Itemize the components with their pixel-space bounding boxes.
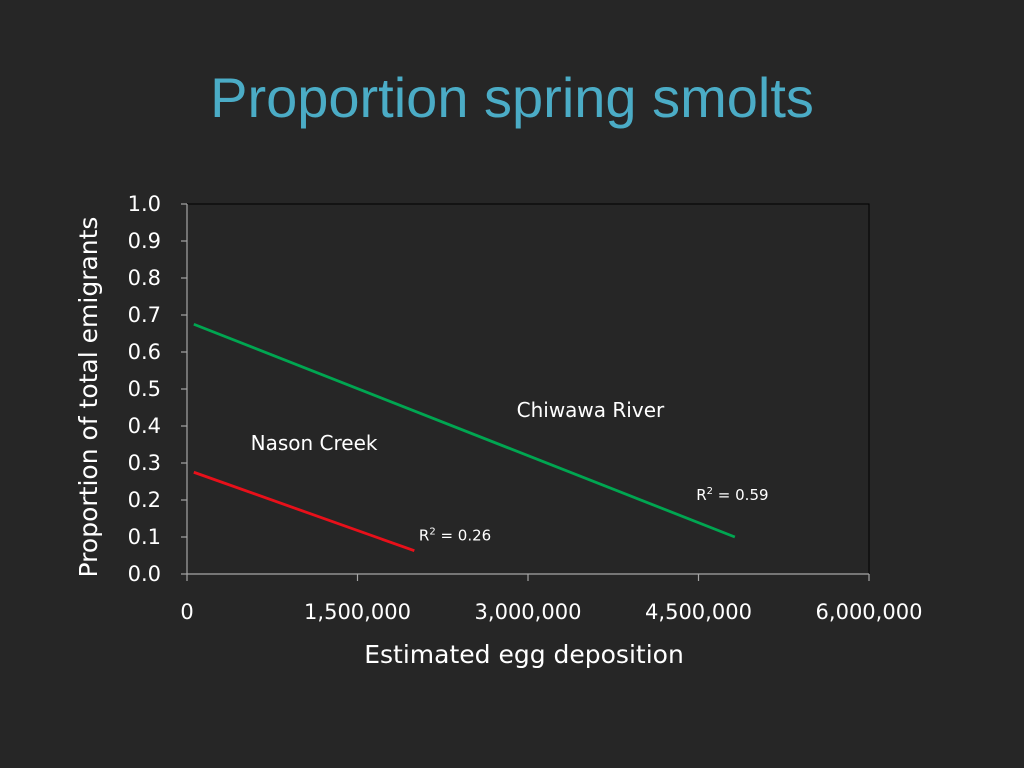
series-line-nason-creek: [193, 470, 415, 553]
x-axis-title: Estimated egg deposition: [364, 640, 684, 669]
r-squared-label: R2 = 0.26: [419, 527, 491, 545]
r-squared-prefix: R: [419, 527, 429, 545]
series-line-chiwawa-river: [193, 322, 736, 539]
r-squared-value: = 0.59: [713, 486, 769, 504]
x-tick-label: 0: [180, 600, 193, 624]
y-tick-label: 0.1: [128, 525, 161, 549]
series-lines: [193, 322, 736, 553]
y-tick-label: 0.9: [128, 229, 161, 253]
y-axis-title: Proportion of total emigrants: [74, 217, 103, 578]
y-tick-label: 1.0: [128, 192, 161, 216]
r-squared-prefix: R: [696, 486, 706, 504]
x-tick-label: 1,500,000: [304, 600, 411, 624]
y-tick-label: 0.2: [128, 488, 161, 512]
x-tick-label: 3,000,000: [475, 600, 582, 624]
x-tick-label: 4,500,000: [645, 600, 752, 624]
slide-title: Proportion spring smolts: [210, 66, 814, 129]
y-tick-label: 0.6: [128, 340, 161, 364]
r-squared-superscript: 2: [707, 486, 713, 497]
y-tick-label: 0.5: [128, 377, 161, 401]
y-tick-label: 0.3: [128, 451, 161, 475]
series-name-label: Nason Creek: [251, 431, 378, 455]
y-tick-label: 0.0: [128, 562, 161, 586]
r-squared-value: = 0.26: [436, 527, 492, 545]
r-squared-label: R2 = 0.59: [696, 486, 768, 504]
plot-area: [186, 203, 870, 575]
y-ticks: 0.0 0.1 0.2 0.3 0.4 0.5 0.6 0.7 0.8 0.9 1.0: [128, 192, 187, 586]
y-tick-label: 0.8: [128, 266, 161, 290]
y-tick-label: 0.7: [128, 303, 161, 327]
x-tick-label: 6,000,000: [816, 600, 923, 624]
r-squared-superscript: 2: [429, 527, 435, 538]
y-tick-label: 0.4: [128, 414, 161, 438]
x-ticks: 0 1,500,000 3,000,000 4,500,000 6,000,000: [180, 574, 922, 624]
series-name-label: Chiwawa River: [517, 398, 665, 422]
